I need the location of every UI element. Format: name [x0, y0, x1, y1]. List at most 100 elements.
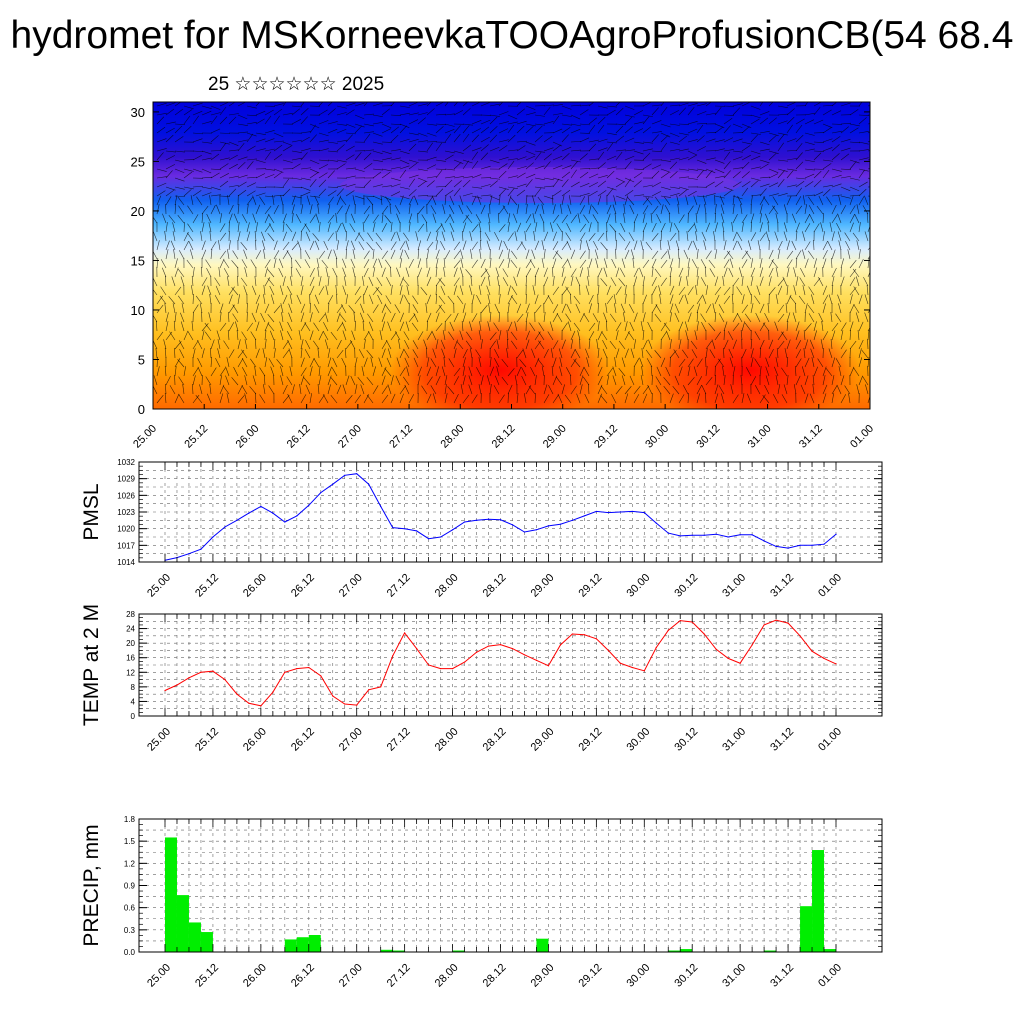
wind-barb [660, 357, 666, 368]
wind-barb [471, 224, 479, 233]
wind-barb [192, 383, 194, 395]
wind-barb [342, 267, 347, 278]
wind-barb [444, 250, 451, 260]
wind-barb [687, 258, 690, 269]
wind-barb [849, 159, 860, 164]
wind-barb [543, 249, 546, 260]
wind-barb [479, 249, 482, 260]
wind-barb [300, 148, 311, 152]
wind-barb [363, 113, 374, 116]
wind-barb [768, 276, 772, 287]
wind-barb [701, 231, 707, 242]
wind-barb [543, 153, 552, 161]
wind-barb [561, 259, 568, 269]
wind-barb [570, 181, 580, 188]
wind-barb [264, 205, 272, 215]
wind-barb [795, 358, 802, 368]
wind-barb [525, 330, 530, 341]
wind-barb [669, 104, 680, 107]
y-tick-label: 0 [138, 402, 145, 417]
wind-barb [443, 258, 446, 269]
wind-barb [342, 384, 347, 395]
wind-barb [685, 330, 689, 341]
wind-barb [381, 150, 392, 155]
wind-barb [498, 224, 506, 233]
wind-barb [566, 303, 572, 314]
wind-barb [693, 366, 698, 377]
wind-barb [543, 348, 549, 359]
wind-barb [696, 204, 701, 215]
wind-barb [543, 295, 550, 305]
wind-barb [503, 240, 509, 251]
x-tick-label: 27.12 [387, 423, 415, 451]
wind-barb [255, 339, 257, 350]
wind-barb [821, 321, 824, 332]
wind-barb [309, 366, 313, 377]
wind-barb [426, 321, 428, 332]
wind-barb [390, 312, 396, 323]
wind-barb [673, 349, 680, 359]
wind-barb [822, 384, 828, 395]
wind-barb [714, 159, 725, 164]
wind-barb [447, 386, 455, 395]
wind-barb [435, 366, 440, 377]
wind-barb [777, 179, 785, 188]
x-tick-label: 01.00 [816, 572, 844, 600]
wind-barb [759, 394, 766, 404]
wind-barb [696, 321, 699, 332]
wind-barb [847, 249, 851, 260]
wind-barb [385, 295, 392, 305]
wind-barb [597, 375, 603, 386]
wind-barb [332, 357, 338, 368]
wind-barb [441, 231, 446, 242]
wind-barb [624, 294, 627, 305]
wind-barb [468, 375, 473, 386]
wind-barb [426, 123, 437, 126]
wind-barb [588, 222, 592, 233]
wind-barb [318, 330, 324, 341]
wind-barb [219, 375, 222, 386]
wind-barb [609, 340, 617, 350]
wind-barb [772, 205, 779, 215]
wind-barb [164, 366, 167, 377]
wind-barb [476, 294, 482, 305]
wind-barb [633, 312, 638, 323]
wind-barb [435, 294, 438, 305]
wind-barb [498, 128, 509, 134]
wind-barb [435, 304, 442, 314]
wind-barb [714, 175, 725, 179]
wind-barb [723, 137, 734, 143]
wind-barb [244, 339, 248, 350]
wind-barb [840, 186, 851, 192]
wind-barb [547, 295, 554, 305]
wind-barb [732, 231, 738, 242]
data-point [344, 474, 346, 476]
wind-barb [750, 339, 753, 350]
data-point [619, 662, 621, 664]
wind-barb [867, 140, 870, 143]
wind-barb [507, 158, 518, 161]
wind-barb [259, 196, 266, 206]
wind-barb [534, 123, 545, 126]
wind-barb [741, 259, 748, 269]
wind-barb [858, 357, 863, 368]
wind-barb [597, 285, 600, 296]
wind-barb [498, 259, 505, 269]
wind-barb [421, 385, 428, 395]
wind-barb [235, 321, 239, 332]
wind-barb [511, 286, 518, 296]
wind-barb [174, 108, 184, 116]
wind-barb [783, 231, 788, 242]
wind-barb [718, 304, 725, 314]
wind-barb [219, 173, 229, 179]
data-point [416, 530, 418, 532]
wind-barb [335, 231, 338, 242]
wind-barb [723, 295, 731, 305]
wind-barb [178, 295, 185, 305]
wind-barb [588, 322, 596, 332]
wind-barb [156, 168, 167, 172]
wind-barb [862, 376, 869, 386]
wind-barb [387, 321, 392, 332]
wind-barb [669, 303, 674, 314]
wind-barb [280, 330, 284, 341]
